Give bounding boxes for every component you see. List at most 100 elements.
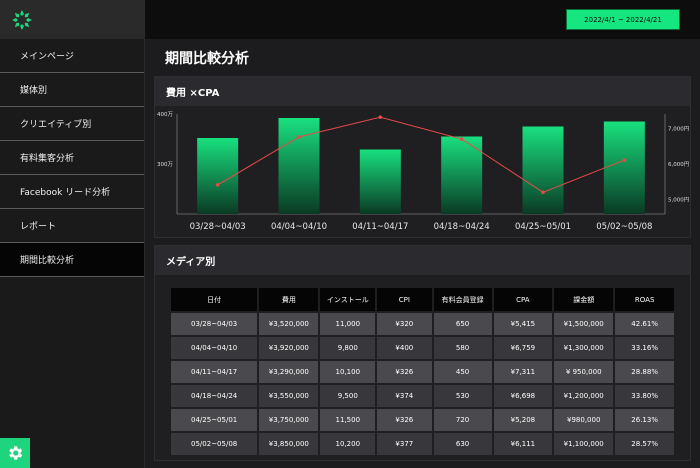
y-right-tick-label: 7,000円 — [668, 125, 690, 132]
table-cell: ¥1,300,000 — [554, 337, 614, 359]
table-cell: 9,800 — [320, 337, 376, 359]
table-row[interactable]: 04/18~04/24 ¥3,550,000 9,500 ¥374 530 ¥6,698 ¥… — [171, 385, 674, 407]
table-cell: 04/04~04/10 — [171, 337, 258, 359]
table-cell: 03/28~04/03 — [171, 313, 258, 335]
table-cell: ¥6,698 — [493, 385, 553, 407]
column-header[interactable]: CPA — [493, 288, 553, 311]
column-header[interactable]: 有料会員登録 — [433, 288, 492, 311]
cost-cpa-chart: 400万 300万 7,000円 6,000円 5,000円 03/28~04/03 04/… — [157, 111, 690, 232]
column-header[interactable]: ROAS — [615, 288, 674, 311]
table-cell: 450 — [433, 361, 492, 383]
table-cell: 04/18~04/24 — [171, 385, 258, 407]
table-cell: ¥400 — [377, 337, 432, 359]
table-row[interactable]: 04/04~04/10 ¥3,920,000 9,800 ¥400 580 ¥6,759 ¥… — [171, 337, 674, 359]
bar — [278, 118, 320, 214]
media-table-card: メディア別 日付 費用 インストール CPI 有料会員登録 CPA 課金額 ROAS 03/2… — [154, 245, 691, 461]
column-header[interactable]: 課金額 — [554, 288, 614, 311]
table-cell: ¥980,000 — [554, 409, 614, 431]
table-cell: 04/25~05/01 — [171, 409, 258, 431]
table-cell: 11,500 — [320, 409, 376, 431]
cpa-point — [622, 158, 627, 162]
table-card-title: メディア別 — [155, 246, 690, 275]
gear-icon — [9, 446, 23, 460]
table-cell: ¥326 — [377, 361, 432, 383]
table-row[interactable]: 03/28~04/03 ¥3,520,000 11,000 ¥320 650 ¥5,415… — [171, 313, 674, 335]
table-header-row: 日付 費用 インストール CPI 有料会員登録 CPA 課金額 ROAS — [171, 288, 674, 311]
table-cell: 26.13% — [615, 409, 674, 431]
sidebar-item-1[interactable]: 媒体別 — [0, 73, 144, 107]
sidebar-item-3[interactable]: 有料集客分析 — [0, 141, 144, 175]
table-row[interactable]: 04/11~04/17 ¥3,290,000 10,100 ¥326 450 ¥7,311… — [171, 361, 674, 383]
logo-area — [0, 0, 145, 39]
table-cell: 05/02~05/08 — [171, 433, 258, 455]
table-cell: 630 — [433, 433, 492, 455]
x-tick-label: 04/04~04/10 — [271, 222, 327, 232]
sidebar-item-4[interactable]: Facebook リード分析 — [0, 175, 144, 209]
sidebar-item-0[interactable]: メインページ — [0, 39, 144, 73]
sidebar: メインページ 媒体別 クリエイティブ別 有料集客分析 Facebook リード分析 レポー… — [0, 0, 145, 468]
chart-card-title: 費用 ×CPA — [155, 77, 690, 106]
cpa-point — [378, 115, 383, 119]
x-tick-label: 05/02~05/08 — [596, 222, 652, 232]
cpa-point — [459, 137, 464, 141]
table-cell: ¥3,550,000 — [259, 385, 319, 407]
table-cell: ¥ 950,000 — [554, 361, 614, 383]
table-cell: 04/11~04/17 — [171, 361, 258, 383]
column-header[interactable]: 日付 — [171, 288, 258, 311]
media-table: 日付 費用 インストール CPI 有料会員登録 CPA 課金額 ROAS 03/28~04/0… — [169, 286, 676, 457]
sidebar-nav: メインページ 媒体別 クリエイティブ別 有料集客分析 Facebook リード分析 レポー… — [0, 39, 144, 277]
x-tick-label: 04/18~04/24 — [434, 222, 490, 232]
table-cell: 33.80% — [615, 385, 674, 407]
table-cell: 580 — [433, 337, 492, 359]
table-cell: ¥3,920,000 — [259, 337, 319, 359]
bar — [359, 149, 401, 214]
column-header[interactable]: CPI — [377, 288, 432, 311]
table-cell: ¥3,520,000 — [259, 313, 319, 335]
y-left-tick-label: 300万 — [157, 161, 173, 168]
column-header[interactable]: 費用 — [259, 288, 319, 311]
table-cell: ¥320 — [377, 313, 432, 335]
table-cell: ¥7,311 — [493, 361, 553, 383]
table-cell: 33.16% — [615, 337, 674, 359]
date-range-button[interactable]: 2022/4/1 ~ 2022/4/21 — [566, 9, 680, 30]
table-cell: ¥6,111 — [493, 433, 553, 455]
table-cell: 11,000 — [320, 313, 376, 335]
x-tick-label: 04/11~04/17 — [352, 222, 408, 232]
y-right-tick-label: 6,000円 — [668, 161, 690, 168]
bar — [197, 138, 239, 214]
sidebar-item-5[interactable]: レポート — [0, 209, 144, 243]
sidebar-item-2[interactable]: クリエイティブ別 — [0, 107, 144, 141]
y-left-tick-label: 400万 — [157, 111, 173, 118]
settings-button[interactable] — [0, 438, 30, 468]
bar — [603, 121, 645, 214]
cost-cpa-chart-card: 費用 ×CPA 400万 300万 7,000円 6,000円 5,000円 03/28~… — [154, 76, 691, 238]
y-right-tick-label: 5,000円 — [668, 197, 690, 204]
table-cell: 28.88% — [615, 361, 674, 383]
x-tick-label: 03/28~04/03 — [190, 222, 246, 232]
table-row[interactable]: 05/02~05/08 ¥3,850,000 10,200 ¥377 630 ¥6,111… — [171, 433, 674, 455]
cpa-point — [297, 135, 301, 139]
top-bar: 2022/4/1 ~ 2022/4/21 — [145, 0, 700, 39]
table-cell: 9,500 — [320, 385, 376, 407]
table-cell: ¥6,759 — [493, 337, 553, 359]
table-cell: 530 — [433, 385, 492, 407]
table-cell: ¥5,415 — [493, 313, 553, 335]
cpa-line — [217, 116, 625, 193]
table-cell: ¥377 — [377, 433, 432, 455]
column-header[interactable]: インストール — [320, 288, 376, 311]
table-row[interactable]: 04/25~05/01 ¥3,750,000 11,500 ¥326 720 ¥5,208… — [171, 409, 674, 431]
table-cell: ¥5,208 — [493, 409, 553, 431]
bar — [441, 136, 483, 214]
table-cell: ¥3,290,000 — [259, 361, 319, 383]
cpa-point — [215, 183, 220, 187]
table-cell: ¥374 — [377, 385, 432, 407]
sidebar-item-6[interactable]: 期間比較分析 — [0, 243, 144, 277]
table-cell: ¥1,200,000 — [554, 385, 614, 407]
page-title: 期間比較分析 — [165, 51, 249, 67]
table-cell: 720 — [433, 409, 492, 431]
table-cell: ¥3,850,000 — [259, 433, 319, 455]
table-cell: 650 — [433, 313, 492, 335]
table-cell: ¥1,100,000 — [554, 433, 614, 455]
x-tick-label: 04/25~05/01 — [515, 222, 571, 232]
table-cell: 28.57% — [615, 433, 674, 455]
